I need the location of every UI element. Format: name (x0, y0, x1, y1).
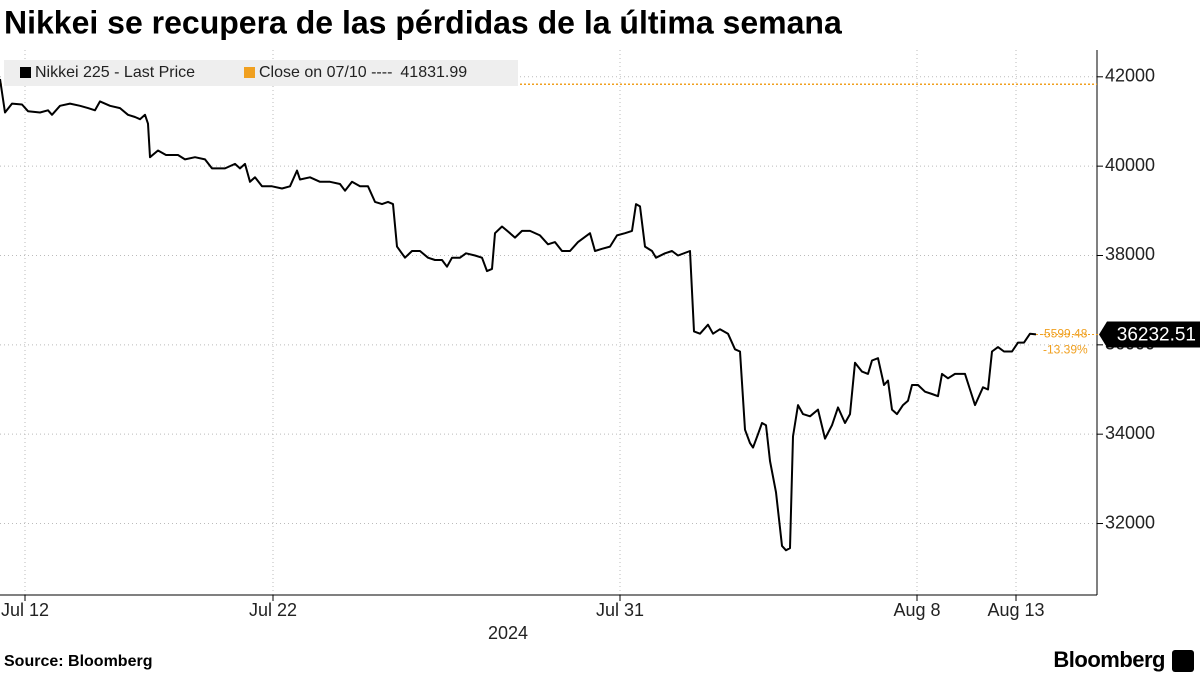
last-price-box (1099, 321, 1200, 348)
brand: Bloomberg (1053, 647, 1165, 672)
legend-swatch (244, 67, 255, 78)
legend-bg (4, 60, 518, 86)
y-tick-label: 34000 (1105, 423, 1155, 443)
x-tick-label: Jul 12 (1, 600, 49, 620)
last-price-label: 36232.51 (1117, 324, 1196, 345)
legend-swatch (20, 67, 31, 78)
legend-label: Close on 07/10 ---- (259, 64, 392, 81)
price-line (0, 78, 1037, 552)
legend-value: 41831.99 (400, 64, 467, 81)
y-tick-label: 40000 (1105, 155, 1155, 175)
x-tick-label: Aug 8 (893, 600, 940, 620)
change-label: -5599.48 (1040, 327, 1088, 341)
x-tick-label: Aug 13 (987, 600, 1044, 620)
brand-icon (1172, 650, 1194, 672)
y-tick-label: 38000 (1105, 244, 1155, 264)
x-tick-label: Jul 22 (249, 600, 297, 620)
chart-title: Nikkei se recupera de las pérdidas de la… (4, 4, 842, 40)
y-tick-label: 32000 (1105, 512, 1155, 532)
x-tick-label: Jul 31 (596, 600, 644, 620)
legend-label: Nikkei 225 - Last Price (35, 64, 195, 81)
source: Source: Bloomberg (4, 653, 152, 670)
x-axis-label: 2024 (488, 623, 528, 643)
change-pct-label: -13.39% (1043, 343, 1088, 357)
y-tick-label: 42000 (1105, 66, 1155, 86)
